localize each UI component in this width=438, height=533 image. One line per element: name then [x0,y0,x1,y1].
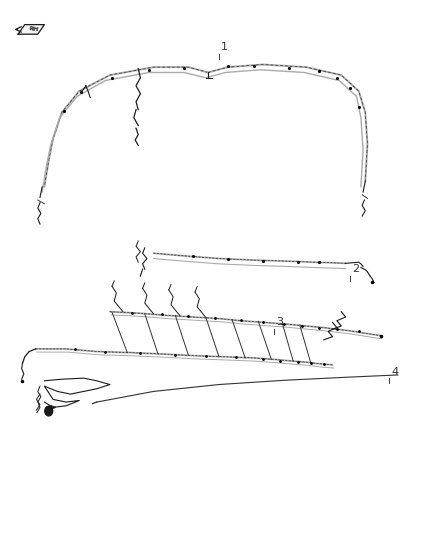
Text: 3: 3 [276,317,283,327]
Circle shape [45,406,53,416]
Text: 4: 4 [392,367,399,376]
Polygon shape [18,25,44,34]
Text: 2: 2 [352,264,359,274]
Text: 1: 1 [221,42,228,52]
Text: RH: RH [28,26,39,33]
